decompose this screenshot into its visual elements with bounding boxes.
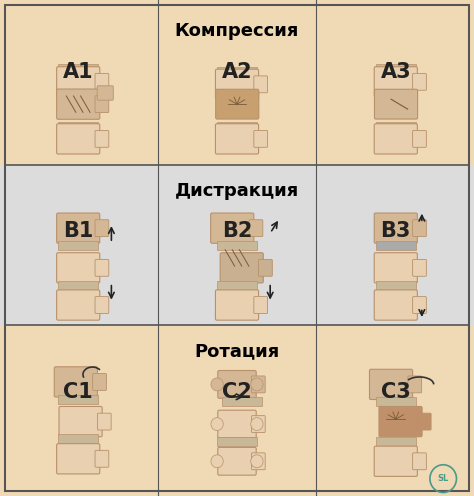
Bar (58, 241, 99, 250)
Text: Дистракция: Дистракция (175, 182, 299, 200)
FancyBboxPatch shape (95, 450, 109, 467)
FancyBboxPatch shape (259, 259, 272, 276)
FancyBboxPatch shape (412, 259, 427, 276)
FancyBboxPatch shape (374, 446, 417, 476)
Circle shape (211, 378, 223, 391)
FancyBboxPatch shape (412, 220, 427, 237)
FancyBboxPatch shape (370, 369, 412, 400)
FancyBboxPatch shape (412, 297, 427, 313)
FancyBboxPatch shape (95, 130, 109, 147)
FancyBboxPatch shape (374, 290, 417, 320)
Text: С2: С2 (222, 382, 252, 402)
Text: А1: А1 (63, 62, 93, 82)
Bar (375, 64, 416, 73)
Bar (58, 64, 99, 73)
Bar (375, 281, 416, 290)
FancyBboxPatch shape (374, 89, 418, 119)
FancyBboxPatch shape (57, 213, 100, 243)
FancyBboxPatch shape (251, 453, 265, 470)
Circle shape (251, 378, 263, 391)
FancyBboxPatch shape (57, 89, 100, 119)
Bar (58, 122, 99, 130)
FancyBboxPatch shape (95, 259, 109, 276)
FancyBboxPatch shape (251, 376, 265, 393)
Text: В1: В1 (63, 221, 93, 241)
FancyBboxPatch shape (215, 69, 259, 99)
Bar (217, 122, 257, 130)
FancyBboxPatch shape (215, 124, 259, 154)
FancyBboxPatch shape (254, 297, 267, 313)
Text: В3: В3 (381, 221, 411, 241)
FancyBboxPatch shape (95, 297, 109, 313)
Text: А2: А2 (222, 62, 252, 82)
Text: В2: В2 (222, 221, 252, 241)
Bar (217, 437, 257, 446)
FancyBboxPatch shape (97, 86, 113, 100)
FancyBboxPatch shape (57, 253, 100, 283)
FancyBboxPatch shape (251, 416, 265, 433)
FancyBboxPatch shape (95, 96, 109, 113)
FancyBboxPatch shape (254, 76, 267, 93)
FancyBboxPatch shape (95, 73, 109, 90)
FancyBboxPatch shape (57, 124, 100, 154)
FancyBboxPatch shape (374, 66, 417, 97)
Bar (375, 397, 416, 406)
Circle shape (211, 455, 223, 468)
Text: А3: А3 (381, 62, 411, 82)
FancyBboxPatch shape (215, 290, 259, 320)
Text: С3: С3 (381, 382, 410, 402)
FancyBboxPatch shape (59, 407, 102, 437)
FancyBboxPatch shape (412, 453, 427, 470)
FancyBboxPatch shape (374, 124, 417, 154)
Bar (221, 397, 262, 406)
Bar (217, 241, 257, 250)
FancyBboxPatch shape (210, 213, 254, 243)
Bar (0, 165, 474, 325)
FancyBboxPatch shape (57, 290, 100, 320)
FancyBboxPatch shape (218, 447, 256, 475)
Circle shape (211, 418, 223, 431)
Bar (217, 67, 257, 76)
FancyBboxPatch shape (218, 371, 256, 398)
FancyBboxPatch shape (417, 413, 431, 430)
FancyBboxPatch shape (57, 66, 100, 97)
FancyBboxPatch shape (249, 220, 263, 237)
Bar (58, 281, 99, 290)
Bar (58, 395, 99, 404)
FancyBboxPatch shape (92, 373, 106, 390)
FancyBboxPatch shape (408, 376, 422, 393)
Text: Компрессия: Компрессия (175, 22, 299, 40)
Text: Ротация: Ротация (194, 342, 280, 360)
FancyBboxPatch shape (95, 220, 109, 237)
FancyBboxPatch shape (379, 407, 422, 437)
Circle shape (251, 418, 263, 431)
Circle shape (251, 455, 263, 468)
Text: SL: SL (438, 474, 449, 483)
FancyBboxPatch shape (216, 89, 259, 119)
Bar (0, 325, 474, 496)
Bar (0, 0, 474, 165)
Bar (375, 437, 416, 446)
FancyBboxPatch shape (57, 444, 100, 474)
Bar (375, 241, 416, 250)
FancyBboxPatch shape (412, 130, 427, 147)
FancyBboxPatch shape (374, 213, 417, 243)
FancyBboxPatch shape (254, 130, 267, 147)
FancyBboxPatch shape (218, 410, 256, 438)
Bar (58, 434, 99, 443)
Text: С1: С1 (64, 382, 93, 402)
Bar (375, 122, 416, 130)
Bar (217, 281, 257, 290)
FancyBboxPatch shape (412, 73, 427, 90)
FancyBboxPatch shape (54, 367, 98, 397)
FancyBboxPatch shape (374, 253, 417, 283)
FancyBboxPatch shape (220, 253, 264, 283)
FancyBboxPatch shape (98, 413, 111, 430)
